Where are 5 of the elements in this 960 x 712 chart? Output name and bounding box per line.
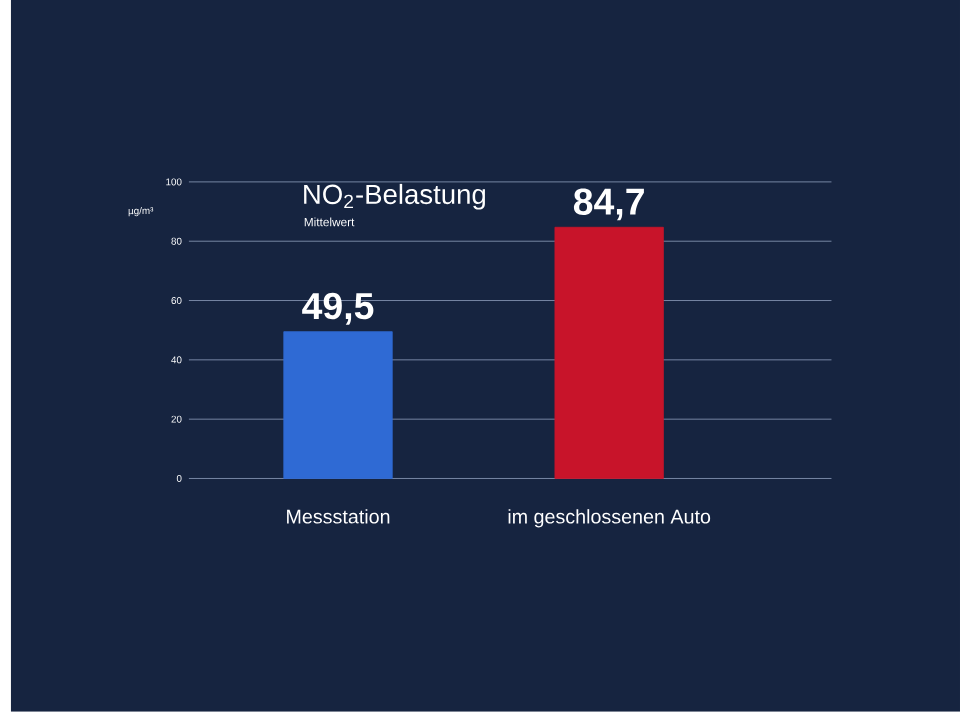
- data-label: 49,5: [302, 292, 374, 325]
- x-tick-label: im geschlossenen Auto: [508, 509, 711, 528]
- data-label: 84,7: [573, 188, 644, 221]
- x-tick-label: Messstation: [287, 509, 390, 524]
- chart-title: NO$_{2}$-Belastung: [304, 183, 486, 210]
